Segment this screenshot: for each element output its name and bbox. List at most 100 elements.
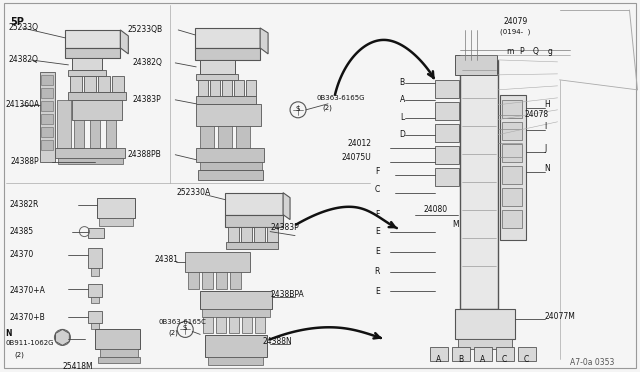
- Bar: [196, 104, 261, 126]
- Bar: [226, 241, 278, 248]
- Bar: [502, 187, 522, 206]
- Bar: [218, 126, 232, 148]
- Text: E: E: [375, 247, 380, 256]
- Bar: [92, 267, 99, 276]
- Bar: [225, 215, 283, 227]
- Text: 24370+B: 24370+B: [10, 313, 45, 322]
- Bar: [200, 292, 272, 310]
- Text: 24079: 24079: [504, 17, 528, 26]
- Text: (2): (2): [168, 329, 178, 336]
- Text: C: C: [502, 355, 508, 364]
- Bar: [500, 215, 522, 231]
- Text: S: S: [182, 326, 187, 331]
- Bar: [88, 228, 104, 238]
- Text: S: S: [295, 106, 300, 112]
- Text: A: A: [399, 95, 405, 104]
- Bar: [200, 60, 235, 74]
- Bar: [430, 347, 448, 361]
- Text: m: m: [507, 47, 514, 57]
- Text: 24383P: 24383P: [270, 223, 299, 232]
- Bar: [208, 357, 263, 365]
- Bar: [255, 317, 265, 333]
- Text: A: A: [480, 355, 485, 364]
- Text: 24383P: 24383P: [132, 95, 161, 104]
- Bar: [500, 127, 522, 143]
- Bar: [42, 127, 54, 137]
- Bar: [68, 70, 106, 76]
- Bar: [496, 347, 514, 361]
- Text: 25418M: 25418M: [63, 362, 93, 371]
- Bar: [435, 124, 459, 142]
- Bar: [42, 114, 54, 124]
- Bar: [195, 28, 260, 48]
- Bar: [92, 323, 99, 330]
- Bar: [74, 120, 84, 148]
- Bar: [222, 80, 232, 96]
- Text: 24388P: 24388P: [10, 157, 39, 166]
- Bar: [500, 95, 525, 240]
- Text: H: H: [545, 100, 550, 109]
- Bar: [502, 122, 522, 140]
- Bar: [500, 171, 522, 187]
- Text: 25233Q: 25233Q: [8, 23, 38, 32]
- Text: J: J: [545, 144, 547, 153]
- Bar: [435, 80, 459, 98]
- Text: (2): (2): [322, 105, 332, 111]
- Bar: [267, 227, 278, 241]
- Bar: [202, 272, 213, 289]
- Bar: [458, 339, 511, 349]
- Text: (2): (2): [15, 351, 24, 357]
- Text: B: B: [400, 78, 405, 87]
- Text: 0B911-1062G: 0B911-1062G: [6, 340, 54, 346]
- Bar: [452, 347, 470, 361]
- Bar: [95, 330, 140, 349]
- Bar: [502, 100, 522, 118]
- Bar: [70, 76, 83, 92]
- Text: N: N: [6, 329, 12, 338]
- Polygon shape: [120, 30, 129, 54]
- Bar: [65, 30, 120, 48]
- Bar: [241, 227, 252, 241]
- Bar: [72, 100, 122, 120]
- Text: 24012: 24012: [348, 139, 372, 148]
- Bar: [500, 149, 522, 165]
- Bar: [84, 76, 97, 92]
- Text: 0B363-6165C: 0B363-6165C: [158, 320, 206, 326]
- Text: 24385: 24385: [10, 227, 34, 236]
- Bar: [113, 76, 124, 92]
- Bar: [56, 148, 125, 158]
- Bar: [230, 272, 241, 289]
- Bar: [502, 144, 522, 162]
- Text: C: C: [524, 355, 529, 364]
- Text: E: E: [375, 227, 380, 236]
- Bar: [460, 60, 498, 310]
- Text: 24388N: 24388N: [262, 337, 292, 346]
- Text: 5P: 5P: [10, 17, 24, 27]
- Bar: [99, 357, 140, 363]
- Bar: [88, 283, 102, 298]
- Bar: [435, 168, 459, 186]
- Text: F: F: [376, 210, 380, 219]
- Text: F: F: [376, 167, 380, 176]
- Text: Q: Q: [532, 47, 538, 57]
- Bar: [88, 248, 102, 267]
- Bar: [195, 48, 260, 60]
- Bar: [435, 146, 459, 164]
- Bar: [65, 48, 120, 58]
- Text: P: P: [520, 47, 524, 57]
- Bar: [198, 170, 263, 180]
- Text: R: R: [374, 267, 380, 276]
- Bar: [246, 80, 256, 96]
- Bar: [500, 105, 522, 121]
- Text: 24370: 24370: [10, 250, 34, 259]
- Bar: [196, 96, 256, 104]
- Bar: [500, 193, 522, 209]
- Text: D: D: [399, 130, 405, 139]
- Bar: [88, 311, 102, 323]
- Text: g: g: [548, 47, 552, 57]
- Text: 2438BPA: 2438BPA: [270, 290, 304, 299]
- Bar: [99, 76, 110, 92]
- Bar: [204, 317, 213, 333]
- Text: 24388PB: 24388PB: [127, 150, 161, 159]
- Bar: [185, 251, 250, 272]
